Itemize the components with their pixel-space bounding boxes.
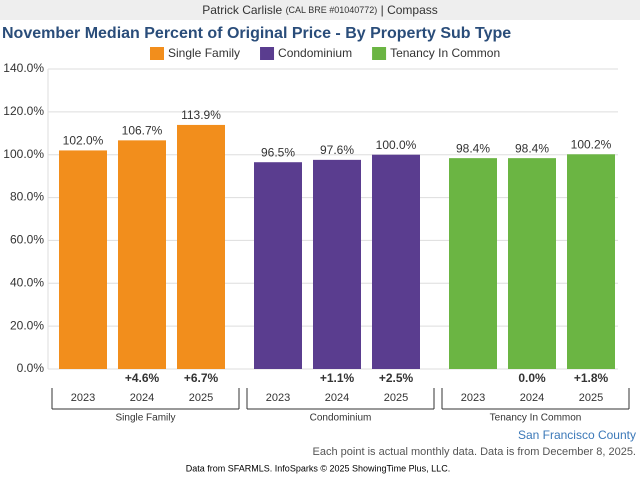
change-label: +4.6% xyxy=(125,371,160,385)
value-label: 100.0% xyxy=(376,138,417,152)
change-label: +6.7% xyxy=(184,371,219,385)
y-tick-label: 20.0% xyxy=(10,318,44,332)
bar xyxy=(254,162,302,369)
y-tick-label: 80.0% xyxy=(10,190,44,204)
x-tick-label: 2024 xyxy=(130,392,154,404)
bar xyxy=(59,150,107,369)
change-label: +1.1% xyxy=(320,371,355,385)
change-label: 0.0% xyxy=(518,371,546,385)
value-label: 98.4% xyxy=(456,141,490,155)
x-tick-label: 2025 xyxy=(384,392,408,404)
header-band xyxy=(0,0,640,20)
value-label: 113.9% xyxy=(181,108,221,122)
bar xyxy=(177,124,225,369)
legend-label: Tenancy In Common xyxy=(390,46,500,60)
group-label: Tenancy In Common xyxy=(490,413,582,424)
value-label: 106.7% xyxy=(122,124,163,138)
note: Each point is actual monthly data. Data … xyxy=(313,446,636,458)
y-tick-label: 60.0% xyxy=(10,233,44,247)
y-tick-label: 140.0% xyxy=(3,61,44,75)
x-tick-label: 2024 xyxy=(520,392,544,404)
source: Data from SFARMLS. InfoSparks © 2025 Sho… xyxy=(186,463,450,473)
bar xyxy=(567,154,615,369)
y-tick-label: 120.0% xyxy=(3,104,44,118)
legend-swatch xyxy=(150,47,164,60)
x-tick-label: 2024 xyxy=(325,392,349,404)
value-label: 97.6% xyxy=(320,143,354,157)
value-label: 102.0% xyxy=(63,134,104,148)
chart-title: November Median Percent of Original Pric… xyxy=(2,25,511,42)
x-tick-label: 2025 xyxy=(189,392,213,404)
header-company: | Compass xyxy=(381,3,438,17)
x-tick-label: 2023 xyxy=(461,392,485,404)
y-tick-label: 100.0% xyxy=(3,147,44,161)
bar xyxy=(118,140,166,369)
legend-swatch xyxy=(260,47,275,60)
bar xyxy=(449,158,497,369)
header-license: (CAL BRE #01040772) xyxy=(286,5,378,15)
change-label: +1.8% xyxy=(574,371,609,385)
x-tick-label: 2023 xyxy=(71,392,95,404)
region: San Francisco County xyxy=(518,428,636,442)
legend-label: Single Family xyxy=(168,46,240,60)
group-label: Single Family xyxy=(115,413,175,424)
value-label: 96.5% xyxy=(261,145,295,159)
legend-swatch xyxy=(372,47,387,60)
header-name: Patrick Carlisle xyxy=(202,3,282,17)
bar xyxy=(372,154,420,369)
x-tick-label: 2023 xyxy=(266,392,290,404)
legend-label: Condominium xyxy=(278,46,352,60)
header: Patrick Carlisle (CAL BRE #01040772) | C… xyxy=(202,3,438,17)
y-tick-label: 0.0% xyxy=(17,361,45,375)
x-tick-label: 2025 xyxy=(579,392,603,404)
value-label: 100.2% xyxy=(571,137,612,151)
change-label: +2.5% xyxy=(379,371,414,385)
value-label: 98.4% xyxy=(515,141,549,155)
bar xyxy=(508,158,556,369)
group-label: Condominium xyxy=(310,413,372,424)
y-tick-label: 40.0% xyxy=(10,275,44,289)
bar xyxy=(313,159,361,369)
